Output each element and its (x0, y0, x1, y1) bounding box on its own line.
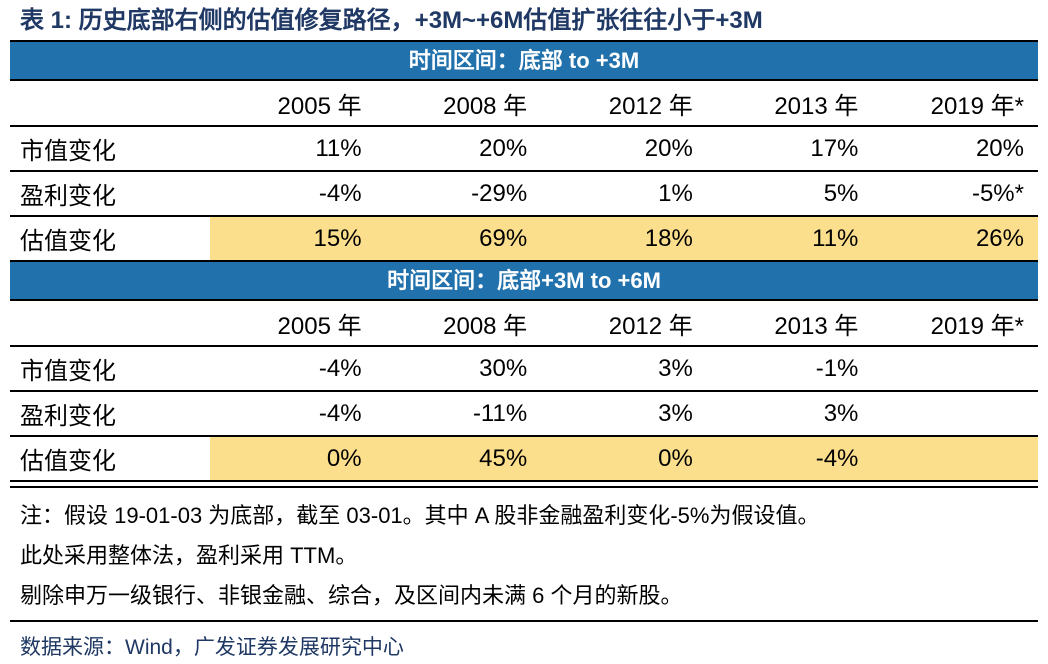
row-label: 市值变化 (20, 358, 116, 385)
value-cell-highlighted: 26% (872, 217, 1038, 260)
col-header-2005: 2005 年 (277, 92, 362, 120)
value-cell: 5% (823, 179, 859, 207)
note-line-2: 此处采用整体法，盈利采用 TTM。 (20, 543, 358, 568)
value-cell: -1% (815, 354, 859, 382)
value-cell: 11% (315, 134, 362, 162)
value-cell: 20% (975, 134, 1024, 162)
value-cell-highlighted: 11% (706, 217, 873, 260)
table-row-market-cap-change: 市值变化 11% 20% 20% 17% 20% (10, 127, 1038, 172)
value-cell: -29% (471, 179, 528, 207)
value-cell: -5%* (971, 179, 1024, 207)
value-cell: -11% (472, 399, 528, 427)
value-cell: 17% (810, 134, 859, 162)
table-bottom-double-line (10, 482, 1038, 488)
value-cell-highlighted: 15% (210, 217, 376, 260)
table-row-valuation-change-highlighted: 估值变化 0% 45% 0% -4% (10, 437, 1038, 482)
table-row-earnings-change: 盈利变化 -4% -29% 1% 5% -5%* (10, 172, 1038, 217)
section2-column-header-row: 2005 年 2008 年 2012 年 2013 年 2019 年* (10, 301, 1038, 347)
table-container: 时间区间：底部 to +3M 2005 年 2008 年 2012 年 2013… (10, 40, 1038, 488)
row-label: 估值变化 (20, 228, 116, 255)
table-row-valuation-change-highlighted: 估值变化 15% 69% 18% 11% 26% (10, 217, 1038, 260)
value-cell: 30% (479, 354, 528, 382)
col-header-2013: 2013 年 (774, 92, 859, 120)
note-line-1: 注：假设 19-01-03 为底部，截至 03-01。其中 A 股非金融盈利变化… (20, 503, 820, 528)
value-cell-highlighted: 45% (375, 437, 542, 480)
data-source-line: 数据来源：Wind，广发证券发展研究中心 (20, 636, 404, 659)
table-row-earnings-change: 盈利变化 -4% -11% 3% 3% (10, 392, 1038, 437)
value-cell: -4% (318, 399, 362, 427)
value-cell: 20% (644, 134, 693, 162)
col-header-2012: 2012 年 (608, 92, 693, 120)
value-cell: -4% (318, 179, 362, 207)
source-divider-line (10, 620, 1038, 622)
col-header-2005: 2005 年 (277, 312, 362, 340)
value-cell: 1% (658, 179, 693, 207)
value-cell (872, 347, 1038, 390)
value-cell-highlighted (872, 437, 1038, 480)
footnotes: 注：假设 19-01-03 为底部，截至 03-01。其中 A 股非金融盈利变化… (0, 488, 1048, 616)
section1-column-header-row: 2005 年 2008 年 2012 年 2013 年 2019 年* (10, 81, 1038, 127)
table-title: 表 1: 历史底部右侧的估值修复路径，+3M~+6M估值扩张往往小于+3M (20, 7, 763, 34)
col-header-2013: 2013 年 (774, 312, 859, 340)
corner-blank-cell (10, 301, 210, 345)
value-cell-highlighted: 69% (375, 217, 542, 260)
row-label: 估值变化 (20, 448, 116, 475)
col-header-2008: 2008 年 (443, 92, 528, 120)
col-header-2019: 2019 年* (930, 312, 1024, 340)
value-cell-highlighted: 18% (541, 217, 707, 260)
section1-header-bar: 时间区间：底部 to +3M (10, 40, 1038, 81)
value-cell-highlighted: -4% (706, 437, 873, 480)
value-cell: 3% (823, 399, 859, 427)
value-cell: 3% (658, 399, 693, 427)
value-cell-highlighted: 0% (541, 437, 707, 480)
value-cell: 3% (658, 354, 693, 382)
value-cell: 20% (479, 134, 528, 162)
section2-header-bar: 时间区间：底部+3M to +6M (10, 260, 1038, 301)
row-label: 市值变化 (20, 138, 116, 165)
col-header-2008: 2008 年 (443, 312, 528, 340)
corner-blank-cell (10, 81, 210, 125)
value-cell (872, 392, 1038, 435)
table-row-market-cap-change: 市值变化 -4% 30% 3% -1% (10, 347, 1038, 392)
row-label: 盈利变化 (20, 403, 116, 430)
value-cell-highlighted: 0% (210, 437, 376, 480)
row-label: 盈利变化 (20, 183, 116, 210)
value-cell: -4% (318, 354, 362, 382)
col-header-2012: 2012 年 (608, 312, 693, 340)
note-line-3: 剔除申万一级银行、非银金融、综合，及区间内未满 6 个月的新股。 (20, 583, 683, 608)
col-header-2019: 2019 年* (930, 92, 1024, 120)
